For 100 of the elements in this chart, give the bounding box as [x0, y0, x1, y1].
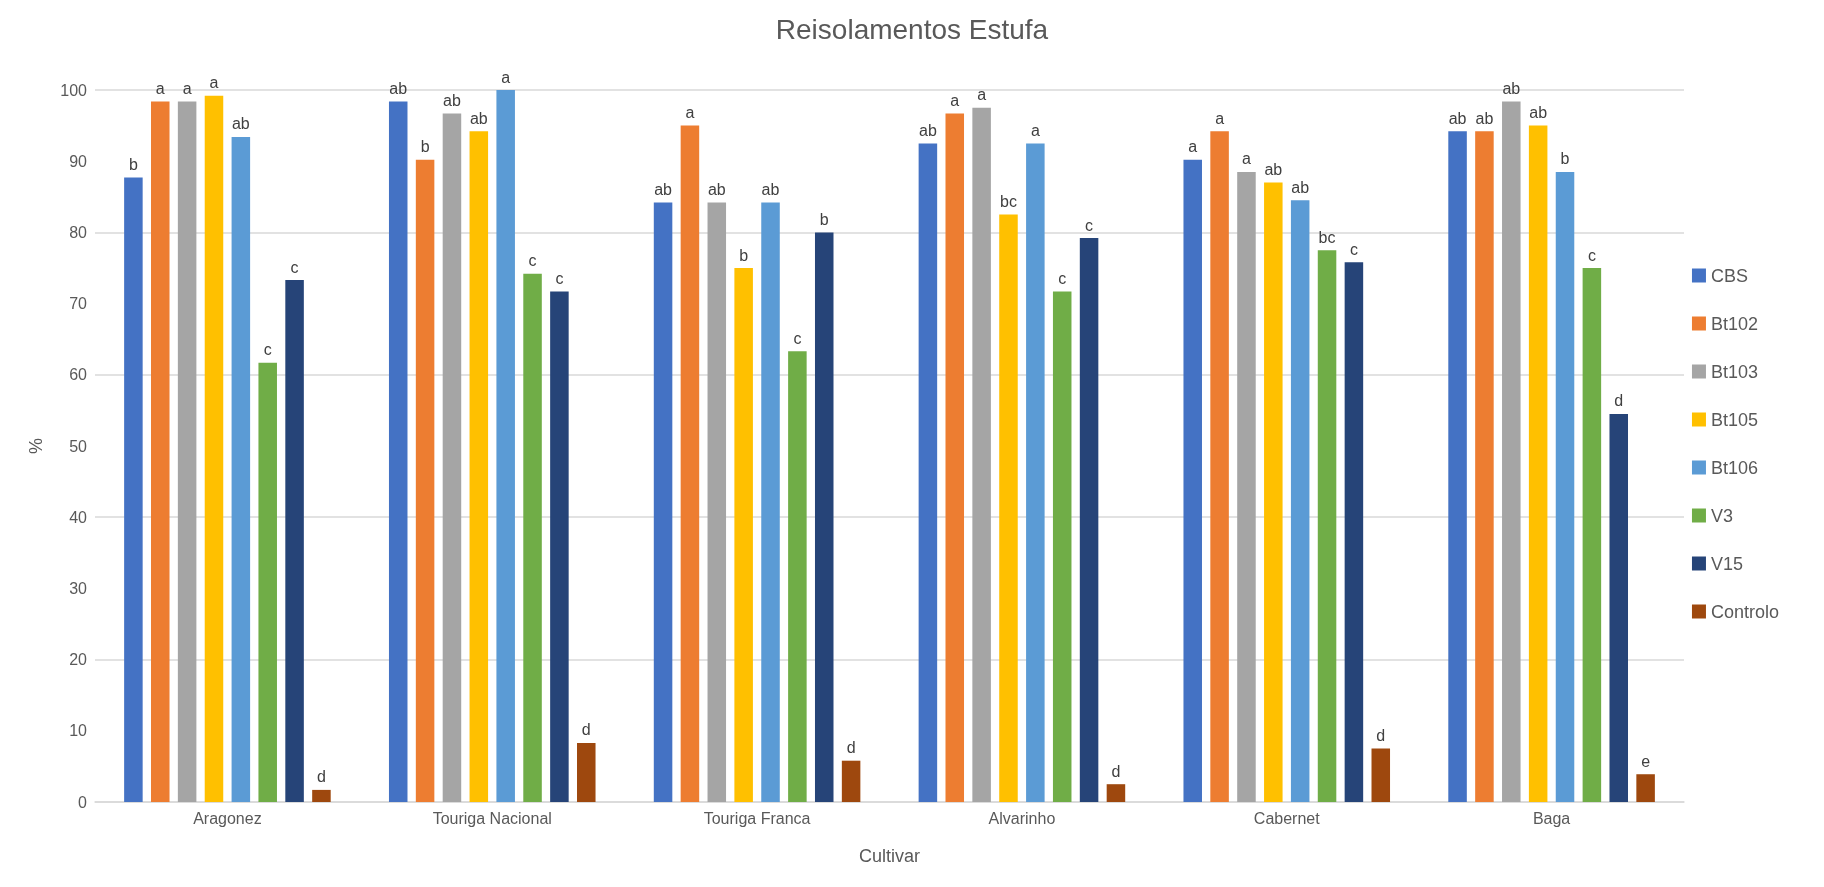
bar: [177, 101, 197, 802]
bar: [734, 268, 753, 802]
bar: [814, 232, 834, 802]
x-tick-label: Touriga Nacional: [432, 809, 552, 827]
bar: [1448, 131, 1467, 802]
bar: [388, 101, 408, 802]
bar: [1237, 171, 1256, 802]
data-label: ab: [1264, 161, 1283, 179]
chart-title: Reisolamentos Estufa: [775, 13, 1049, 45]
data-label: ab: [231, 115, 250, 133]
bar: [550, 291, 569, 802]
legend-label: V3: [1710, 505, 1733, 526]
data-label: c: [1058, 270, 1067, 287]
data-label: ab: [469, 109, 488, 127]
data-label: bc: [1318, 228, 1336, 246]
data-label: e: [1641, 752, 1651, 770]
data-label: c: [1085, 216, 1094, 234]
data-label: c: [263, 341, 272, 359]
data-label: d: [1111, 762, 1121, 780]
x-axis-title: Cultivar: [858, 846, 921, 866]
bar: [788, 351, 807, 802]
data-label: a: [977, 86, 987, 104]
y-tick-label: 80: [69, 223, 88, 241]
bar: [442, 113, 462, 802]
data-label: d: [1376, 727, 1386, 745]
bar: [415, 159, 435, 802]
bar: [1026, 143, 1045, 802]
data-label: c: [1587, 246, 1596, 264]
data-label: c: [555, 270, 564, 287]
bar: [231, 136, 251, 802]
bar: [761, 202, 780, 802]
data-label: ab: [1502, 79, 1521, 97]
data-label: d: [846, 739, 856, 757]
y-tick-label: 0: [78, 793, 88, 811]
bar: [124, 177, 143, 802]
y-tick-label: 100: [60, 81, 88, 99]
data-label: b: [819, 210, 829, 228]
bar: [1475, 131, 1494, 802]
bar: [841, 760, 861, 802]
data-label: b: [420, 138, 430, 156]
data-label: ab: [1475, 109, 1494, 127]
data-label: b: [1560, 150, 1570, 168]
bar: [1317, 250, 1337, 802]
data-label: a: [685, 104, 695, 122]
data-label: ab: [654, 181, 673, 198]
bar: [1183, 159, 1202, 802]
bar: [1106, 784, 1126, 802]
bar: [285, 280, 304, 802]
x-tick-label: Baga: [1532, 809, 1571, 827]
data-label: a: [182, 79, 192, 97]
y-tick-label: 20: [69, 651, 88, 669]
bar: [577, 742, 596, 802]
data-label: a: [501, 68, 511, 86]
legend-label: Bt103: [1710, 361, 1759, 382]
x-tick-label: Touriga Franca: [703, 809, 811, 827]
y-tick-label: 70: [69, 295, 88, 313]
bar: [1264, 182, 1283, 802]
legend-label: Bt106: [1710, 457, 1759, 478]
bar: [680, 125, 700, 802]
bar: [204, 95, 224, 802]
y-tick-label: 90: [69, 152, 88, 170]
bar: [999, 214, 1018, 802]
data-label: b: [128, 156, 138, 174]
bar: [1210, 131, 1229, 802]
bar: [469, 131, 489, 802]
data-label: ab: [1291, 178, 1310, 196]
bar: [918, 143, 938, 802]
x-tick-label: Alvarinho: [988, 809, 1056, 827]
data-label: a: [209, 74, 219, 92]
data-label: ab: [443, 92, 461, 109]
data-label: b: [739, 246, 749, 264]
legend-label: Controlo: [1710, 601, 1780, 622]
bar: [496, 90, 515, 802]
data-label: a: [1030, 121, 1040, 139]
x-tick-label: Cabernet: [1253, 809, 1321, 827]
y-tick-label: 40: [69, 508, 88, 526]
bar: [523, 273, 542, 802]
data-label: c: [793, 329, 802, 347]
data-label: ab: [919, 121, 937, 139]
y-axis-title: %: [26, 437, 46, 455]
legend-label: V15: [1710, 553, 1743, 574]
bar: [1290, 200, 1310, 802]
legend-label: Bt105: [1710, 409, 1759, 430]
bar: [151, 101, 170, 802]
bar: [1079, 238, 1099, 802]
data-label: c: [290, 258, 299, 276]
bar: [1052, 291, 1072, 802]
bar: [1636, 774, 1655, 802]
data-label: c: [1349, 240, 1358, 258]
y-tick-label: 10: [69, 722, 88, 740]
data-label: a: [950, 92, 960, 109]
data-label: a: [155, 79, 165, 97]
bar: [1528, 125, 1548, 802]
data-label: bc: [1000, 193, 1017, 211]
bar: [312, 789, 331, 802]
data-label: ab: [1529, 104, 1548, 122]
bar: [972, 107, 991, 802]
y-tick-label: 60: [69, 366, 88, 384]
data-label: a: [1215, 109, 1225, 127]
bar: [1582, 268, 1602, 802]
